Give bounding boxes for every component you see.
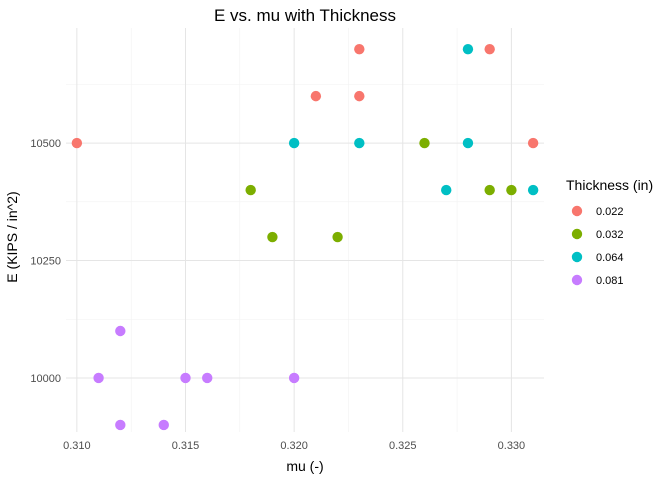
- data-points: [71, 43, 539, 431]
- data-point-0.064: [462, 43, 474, 55]
- data-point-0.022: [310, 90, 322, 102]
- y-tick-label: 10250: [30, 256, 61, 268]
- legend: Thickness (in) 0.022 0.032 0.064 0.081: [566, 177, 653, 287]
- legend-key-0.032: [571, 228, 583, 240]
- data-point-0.032: [419, 137, 430, 149]
- legend-key-0.064: [571, 251, 583, 263]
- y-axis-title: E (KIPS / in^2): [4, 191, 20, 282]
- data-point-0.064: [354, 137, 365, 149]
- data-point-0.032: [245, 184, 256, 196]
- chart-title: E vs. mu with Thickness: [214, 6, 396, 25]
- data-point-0.022: [354, 43, 365, 55]
- data-point-0.081: [115, 419, 126, 431]
- data-point-0.064: [288, 137, 300, 149]
- legend-label-0.032: 0.032: [596, 229, 624, 241]
- major-gridlines: [66, 28, 544, 432]
- x-tick-label: 0.310: [63, 440, 91, 452]
- x-tick-label: 0.325: [389, 440, 417, 452]
- data-point-0.064: [441, 184, 452, 196]
- data-point-0.022: [71, 137, 83, 149]
- legend-key-0.081: [571, 274, 583, 286]
- data-point-0.081: [180, 372, 191, 384]
- legend-label-0.022: 0.022: [596, 206, 624, 218]
- data-point-0.022: [354, 90, 365, 102]
- data-point-0.032: [506, 184, 517, 196]
- legend-key-0.022: [571, 205, 583, 217]
- x-tick-label: 0.320: [280, 440, 308, 452]
- legend-title: Thickness (in): [566, 177, 653, 193]
- x-axis-title: mu (-): [286, 458, 323, 474]
- data-point-0.081: [93, 372, 104, 384]
- data-point-0.081: [158, 419, 169, 431]
- data-point-0.064: [527, 184, 539, 196]
- x-axis-tick-labels: 0.310 0.315 0.320 0.325 0.330: [63, 440, 525, 452]
- y-tick-label: 10000: [30, 373, 61, 385]
- data-point-0.032: [332, 231, 343, 243]
- data-point-0.022: [527, 137, 539, 149]
- data-point-0.022: [484, 43, 495, 55]
- data-point-0.032: [484, 184, 495, 196]
- legend-items: 0.022 0.032 0.064 0.081: [571, 205, 624, 287]
- legend-label-0.064: 0.064: [596, 252, 624, 264]
- data-point-0.032: [267, 231, 278, 243]
- minor-gridlines: [66, 28, 544, 432]
- data-point-0.081: [288, 372, 300, 384]
- y-tick-label: 10500: [30, 138, 61, 150]
- y-axis-tick-labels: 10000 10250 10500: [30, 138, 61, 385]
- data-point-0.064: [462, 137, 474, 149]
- data-point-0.081: [115, 325, 126, 337]
- data-point-0.081: [202, 372, 213, 384]
- x-tick-label: 0.315: [172, 440, 200, 452]
- legend-label-0.081: 0.081: [596, 275, 624, 287]
- x-tick-label: 0.330: [498, 440, 526, 452]
